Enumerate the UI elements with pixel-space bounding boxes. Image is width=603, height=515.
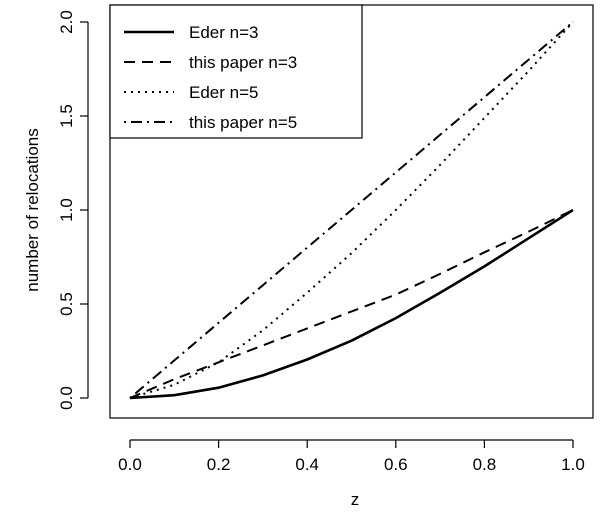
series-line-2 [129, 209, 574, 399]
y-axis-title: number of relocations [23, 128, 42, 291]
y-tick-label: 0.0 [57, 386, 76, 410]
series-layer [129, 21, 574, 400]
legend-box [109, 4, 363, 139]
legend-label-2: this paper n=3 [189, 53, 297, 72]
x-tick-label: 0.6 [384, 455, 408, 474]
x-tick-label: 0.4 [295, 455, 319, 474]
y-tick-label: 1.0 [57, 198, 76, 222]
x-tick-label: 1.0 [561, 455, 585, 474]
legend-label-4: this paper n=5 [189, 113, 297, 132]
x-axis-title: z [351, 490, 360, 509]
legend: Eder n=3 this paper n=3 Eder n=5 this paper… [109, 4, 363, 139]
axes-layer: 0.0 0.2 0.4 0.6 0.8 1.0 0.0 0.5 1.0 1.5 2.0 [57, 4, 594, 474]
legend-label-3: Eder n=5 [189, 83, 258, 102]
x-tick-label: 0.0 [118, 455, 142, 474]
y-tick-label: 1.5 [57, 104, 76, 128]
x-tick-label: 0.8 [473, 455, 497, 474]
series-line-4 [129, 21, 574, 399]
x-tick-label: 0.2 [207, 455, 231, 474]
y-tick-label: 2.0 [57, 10, 76, 34]
legend-label-1: Eder n=3 [189, 23, 258, 42]
series-line-1 [129, 208, 574, 400]
y-tick-label: 0.5 [57, 292, 76, 316]
